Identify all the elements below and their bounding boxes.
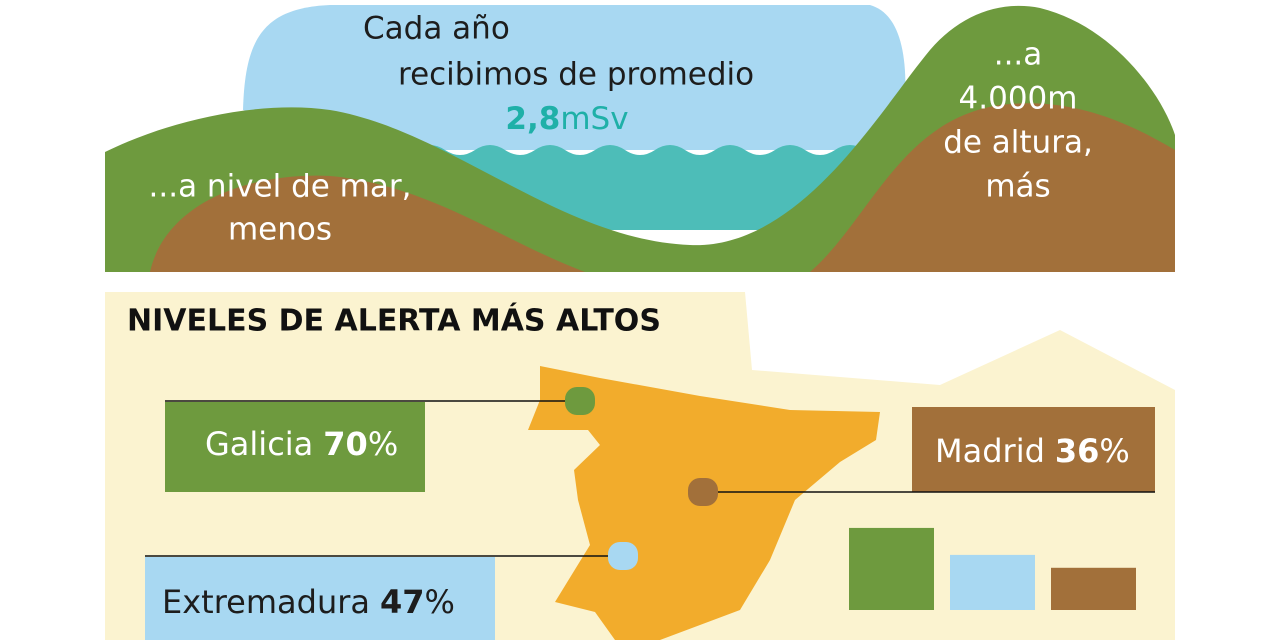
sea-level-text: menos (228, 212, 332, 248)
altitude-text: 4.000m (959, 81, 1078, 117)
region-box (145, 557, 495, 640)
region-unit: % (425, 583, 455, 621)
bar (950, 554, 1035, 610)
region-dot (608, 542, 638, 570)
region-value: 47 (380, 583, 425, 621)
region-dot (688, 478, 718, 506)
dose-unit: mSv (560, 101, 628, 137)
altitude-text: más (985, 169, 1050, 205)
region-value: 70 (323, 425, 368, 463)
region-value: 36 (1055, 432, 1100, 470)
intro-line: Cada año (363, 11, 510, 47)
region-unit: % (1099, 432, 1129, 470)
intro-line: recibimos de promedio (398, 57, 754, 93)
region-label: Extremadura 47% (162, 583, 455, 621)
altitude-text: ...a (994, 37, 1043, 73)
altitude-text: de altura, (943, 125, 1093, 161)
region-name: Madrid (935, 432, 1045, 470)
dose: 2,8mSv (505, 101, 628, 137)
brown-hill-left (150, 175, 585, 272)
region-dot (565, 387, 595, 415)
dose-value: 2,8 (505, 101, 560, 137)
brown-hill-right (810, 103, 1175, 273)
region-name: Galicia (205, 425, 313, 463)
region-name: Extremadura (162, 583, 370, 621)
region-box (912, 407, 1155, 492)
section-title: NIVELES DE ALERTA MÁS ALTOS (127, 303, 661, 339)
region-unit: % (368, 425, 398, 463)
bar (849, 527, 934, 610)
sky (243, 5, 906, 150)
region-label: Madrid 36% (935, 432, 1130, 470)
bar (1051, 567, 1136, 610)
sea-level-text: ...a nivel de mar, (149, 169, 412, 205)
region-label: Galicia 70% (205, 425, 398, 463)
region-box (165, 402, 425, 492)
